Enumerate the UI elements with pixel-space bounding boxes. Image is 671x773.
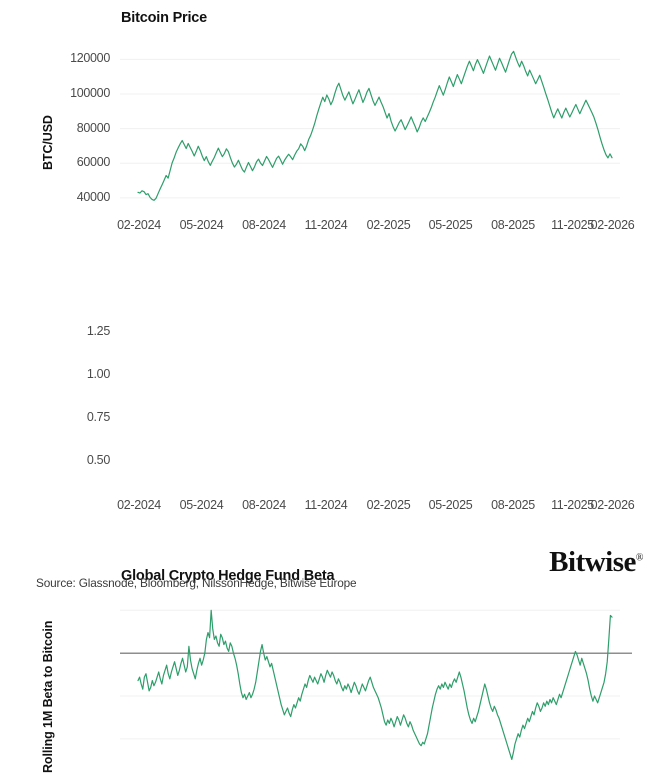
x-tick-label: 11-2025: [551, 498, 594, 512]
chart-title-hedge-fund-beta: Global Crypto Hedge Fund Beta: [121, 568, 335, 584]
bitwise-logo: Bitwise®: [549, 546, 643, 579]
y-tick-label: 1.00: [86, 367, 110, 382]
x-tick-label: 08-2025: [491, 498, 535, 512]
x-tick-label: 08-2025: [491, 218, 535, 232]
y-tick-label: 60000: [76, 155, 111, 170]
plot-area-bitcoin-price: [120, 42, 620, 210]
data-line-btc-usd: [137, 50, 613, 201]
x-tick-label: 05-2024: [179, 498, 224, 512]
y-tick-label: 100000: [70, 85, 110, 100]
line-chart-bitcoin-price: [120, 50, 620, 201]
line-chart-hedge-fund-beta: [120, 609, 632, 761]
y-tick-label: 0.50: [86, 452, 110, 467]
chart-panel-hedge-fund-beta: Global Crypto Hedge Fund Beta Rolling 1M…: [0, 278, 671, 773]
source-note: Source: Glassnode, Bloomberg, NilssonHed…: [36, 576, 357, 590]
x-tick-label: 02-2024: [117, 218, 161, 232]
x-tick-label: 02-2025: [366, 218, 411, 232]
y-tick-label: 0.75: [86, 410, 110, 424]
y-tick-label: 80000: [76, 120, 111, 135]
x-tick-label: 05-2024: [179, 218, 224, 232]
x-tick-label: 02-2025: [366, 498, 411, 512]
y-tick-label: 40000: [76, 189, 111, 204]
y-tick-label: 1.25: [86, 324, 110, 339]
chart-title-bitcoin-price: Bitcoin Price: [121, 10, 208, 26]
x-tick-label: 05-2025: [428, 218, 473, 232]
registered-trademark-mark: ®: [635, 552, 644, 564]
x-tick-label: 11-2024: [304, 498, 348, 512]
y-axis-label-rolling-beta: Rolling 1M Beta to Bitcoin: [41, 620, 55, 773]
bitwise-wordmark: Bitwise: [549, 546, 636, 578]
x-tick-label: 08-2024: [242, 218, 286, 232]
x-tick-label: 02-2024: [117, 498, 161, 512]
data-line-rolling-beta: [137, 609, 613, 761]
gridlines-bitcoin-price: [120, 58, 620, 199]
y-tick-label: 120000: [70, 51, 110, 66]
x-tick-label: 02-2026: [590, 218, 635, 232]
chart-panel-bitcoin-price: Bitcoin Price BTC/USD 40000 60000 80000 100…: [0, 0, 671, 275]
x-tick-label: 08-2024: [242, 498, 286, 512]
plot-area-hedge-fund-beta: [120, 600, 632, 768]
gridlines-hedge-fund-beta: [120, 609, 620, 740]
x-tick-label: 11-2024: [304, 218, 348, 232]
x-tick-label: 11-2025: [551, 218, 594, 232]
x-tick-label: 02-2026: [590, 498, 635, 512]
x-tick-label: 05-2025: [428, 498, 473, 512]
